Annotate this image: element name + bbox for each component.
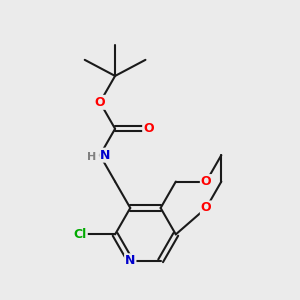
Text: Cl: Cl xyxy=(74,228,87,241)
Text: N: N xyxy=(100,149,111,162)
Text: O: O xyxy=(201,202,212,214)
Text: O: O xyxy=(201,175,212,188)
Text: N: N xyxy=(125,254,136,267)
Text: O: O xyxy=(143,122,154,135)
Text: H: H xyxy=(87,152,96,162)
Text: O: O xyxy=(94,96,105,109)
